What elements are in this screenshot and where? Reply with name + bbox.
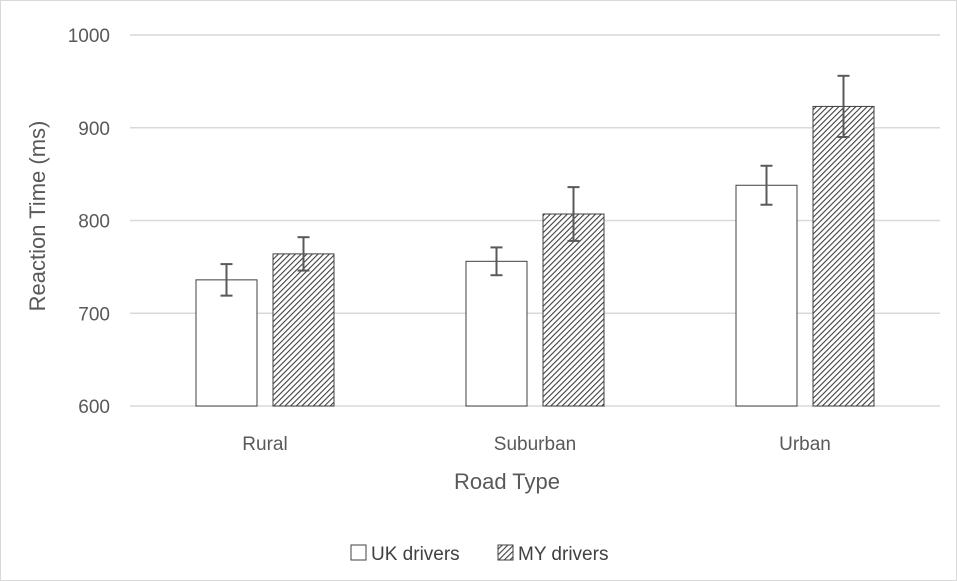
error-bar — [220, 263, 233, 297]
bar-my-suburban — [542, 213, 605, 407]
y-tick-label: 1000 — [68, 26, 110, 47]
bar-uk-rural — [195, 279, 258, 407]
legend-label-my: MY drivers — [518, 544, 608, 565]
y-tick-label: 700 — [78, 304, 110, 325]
bar-uk-urban — [735, 184, 798, 407]
error-bar — [490, 246, 503, 277]
error-bars — [220, 74, 850, 297]
x-tick-label: Rural — [242, 434, 287, 455]
error-bar — [297, 236, 310, 272]
y-tick-label: 800 — [78, 212, 110, 233]
y-tick-label: 900 — [78, 119, 110, 140]
bar-uk-suburban — [465, 260, 528, 407]
x-tick-label: Urban — [779, 434, 831, 455]
error-bar — [567, 186, 580, 242]
y-tick-label: 600 — [78, 397, 110, 418]
legend-swatch-uk — [350, 544, 367, 561]
x-tick-label: Suburban — [494, 434, 576, 455]
bars — [195, 105, 875, 407]
error-bar — [837, 74, 850, 139]
error-bar — [760, 164, 773, 206]
bar-my-rural — [272, 253, 335, 407]
legend-swatch-my — [497, 544, 514, 561]
x-tick-labels: Rural Suburban Urban — [242, 434, 831, 455]
x-axis-title: Road Type — [454, 469, 560, 494]
gridlines — [130, 34, 940, 407]
bar-my-urban — [812, 105, 875, 407]
legend-label-uk: UK drivers — [371, 544, 460, 565]
legend: UK drivers MY drivers — [350, 544, 608, 565]
y-axis-title: Reaction Time (ms) — [25, 121, 50, 312]
y-tick-labels: 600 700 800 900 1000 — [68, 26, 110, 418]
